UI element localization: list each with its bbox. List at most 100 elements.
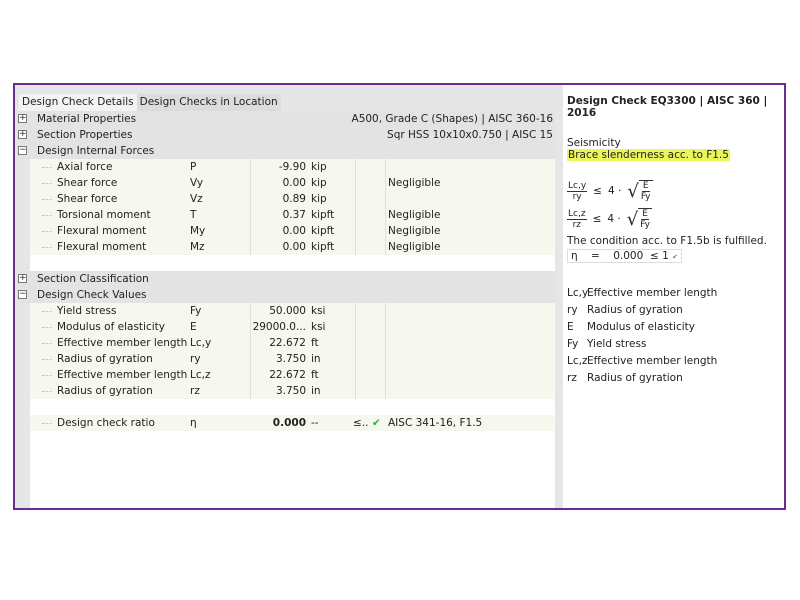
row-name: Yield stress: [57, 305, 117, 317]
tab-design-check-details[interactable]: Design Check Details: [19, 94, 137, 111]
eta-value: 0.000: [613, 250, 644, 262]
legend-text: Effective member length: [587, 287, 718, 299]
legend-text: Radius of gyration: [587, 304, 683, 316]
table-row[interactable]: Shear force Vy 0.00 kip Negligible: [30, 175, 555, 191]
row-symbol: ry: [190, 353, 201, 365]
condition-text: The condition acc. to F1.5b is fulfilled…: [567, 235, 767, 247]
row-unit: ksi: [311, 321, 326, 333]
table-row[interactable]: Radius of gyration ry 3.750 in: [30, 351, 555, 367]
row-unit: kipft: [311, 209, 335, 221]
expand-icon[interactable]: +: [18, 273, 27, 283]
row-symbol: P: [190, 161, 197, 173]
check-description-panel: Design Check EQ3300 | AISC 360 | 2016 Se…: [563, 85, 784, 508]
eta-equals: =: [591, 250, 600, 262]
factor: 4 ·: [607, 185, 622, 197]
table-row[interactable]: Shear force Vz 0.89 kip: [30, 191, 555, 207]
table-row[interactable]: Flexural moment Mz 0.00 kipft Negligible: [30, 239, 555, 255]
row-value: 3.750: [275, 353, 306, 365]
group-label: Section Properties: [37, 129, 133, 141]
numerator: Lc,y: [567, 180, 588, 192]
legend-item: E Modulus of elasticity: [567, 319, 780, 336]
row-symbol: Lc,y: [190, 337, 212, 349]
legend-item: rz Radius of gyration: [567, 370, 780, 387]
group-label: Section Classification: [37, 273, 149, 285]
row-symbol: Lc,z: [190, 369, 211, 381]
group-material-properties[interactable]: + Material Properties A500, Grade C (Sha…: [15, 111, 555, 127]
eta-symbol: η: [571, 250, 578, 262]
expand-icon[interactable]: +: [18, 129, 27, 139]
row-unit: in: [311, 353, 321, 365]
row-unit: kipft: [311, 241, 335, 253]
table-row[interactable]: Flexural moment My 0.00 kipft Negligible: [30, 223, 555, 239]
design-check-window: Design Check Details Design Checks in Lo…: [13, 83, 786, 510]
row-unit: --: [311, 417, 319, 429]
table-row[interactable]: Effective member length Lc,z 22.672 ft: [30, 367, 555, 383]
factor: 4 ·: [607, 213, 621, 225]
denominator: rz: [572, 219, 581, 230]
row-value: 22.672: [269, 337, 306, 349]
check-icon: ✔: [672, 253, 678, 261]
row-value: 0.37: [282, 209, 306, 221]
legend-text: Yield stress: [587, 338, 647, 350]
row-unit: ft: [311, 337, 319, 349]
row-unit: ksi: [311, 305, 326, 317]
sqrt-icon: √ E Fy: [627, 180, 653, 202]
operator: ≤: [593, 185, 602, 197]
table-row[interactable]: Radius of gyration rz 3.750 in: [30, 383, 555, 399]
row-value: 0.89: [282, 193, 306, 205]
operator: ≤: [592, 213, 602, 225]
row-symbol: Vz: [190, 193, 203, 205]
row-symbol: η: [190, 417, 197, 429]
group-value: A500, Grade C (Shapes) | AISC 360-16: [351, 113, 553, 125]
row-note: Negligible: [388, 241, 441, 253]
collapse-icon[interactable]: −: [18, 289, 27, 299]
collapse-icon[interactable]: −: [18, 145, 27, 155]
legend-item: Lc,zEffective member length: [567, 353, 780, 370]
group-design-check-values[interactable]: − Design Check Values: [15, 287, 555, 303]
legend-item: Fy Yield stress: [567, 336, 780, 353]
row-condition: ≤..: [353, 417, 369, 429]
group-design-internal-forces[interactable]: − Design Internal Forces: [15, 143, 555, 159]
expand-icon[interactable]: +: [18, 113, 27, 123]
row-name: Radius of gyration: [57, 385, 153, 397]
row-symbol: Fy: [190, 305, 202, 317]
legend-symbol: Lc,y: [567, 287, 589, 299]
numerator: E: [641, 209, 649, 220]
denominator: Fy: [640, 192, 651, 202]
panel-splitter[interactable]: [555, 85, 563, 508]
row-unit: kip: [311, 161, 327, 173]
table-row[interactable]: Modulus of elasticity E 29000.0... ksi: [30, 319, 555, 335]
row-name: Effective member length: [57, 369, 188, 381]
tab-bar: Design Check Details Design Checks in Lo…: [19, 94, 281, 111]
row-symbol: E: [190, 321, 197, 333]
formula-z: Lc,z rz ≤ 4 · √ E Fy: [567, 207, 780, 231]
group-section-properties[interactable]: + Section Properties Sqr HSS 10x10x0.750…: [15, 127, 555, 143]
table-row[interactable]: Yield stress Fy 50.000 ksi: [30, 303, 555, 319]
table-row[interactable]: Effective member length Lc,y 22.672 ft: [30, 335, 555, 351]
row-symbol: Vy: [190, 177, 204, 189]
row-value: 0.00: [282, 241, 306, 253]
design-check-ratio-row[interactable]: Design check ratio η 0.000 -- ≤.. ✔ AISC…: [30, 415, 555, 431]
row-note: Negligible: [388, 225, 441, 237]
table-row[interactable]: Torsional moment T 0.37 kipft Negligible: [30, 207, 555, 223]
row-unit: kipft: [311, 225, 335, 237]
group-section-classification[interactable]: + Section Classification: [15, 271, 555, 287]
group-label: Design Check Values: [37, 289, 147, 301]
group-label: Design Internal Forces: [37, 145, 155, 157]
row-value: 3.750: [275, 385, 306, 397]
check-icon: ✔: [372, 417, 381, 429]
row-name: Axial force: [57, 161, 113, 173]
row-value: 0.00: [282, 225, 306, 237]
row-unit: kip: [311, 193, 327, 205]
row-name: Flexural moment: [57, 225, 147, 237]
sqrt-icon: √ E Fy: [626, 208, 652, 230]
legend-symbol: Lc,z: [567, 355, 588, 367]
row-value: 22.672: [269, 369, 306, 381]
row-value: 50.000: [269, 305, 306, 317]
table-row[interactable]: Axial force P -9.90 kip: [30, 159, 555, 175]
row-name: Radius of gyration: [57, 353, 153, 365]
row-name: Effective member length: [57, 337, 188, 349]
row-symbol: rz: [190, 385, 200, 397]
row-name: Design check ratio: [57, 417, 155, 429]
tab-design-checks-in-location[interactable]: Design Checks in Location: [136, 94, 281, 111]
